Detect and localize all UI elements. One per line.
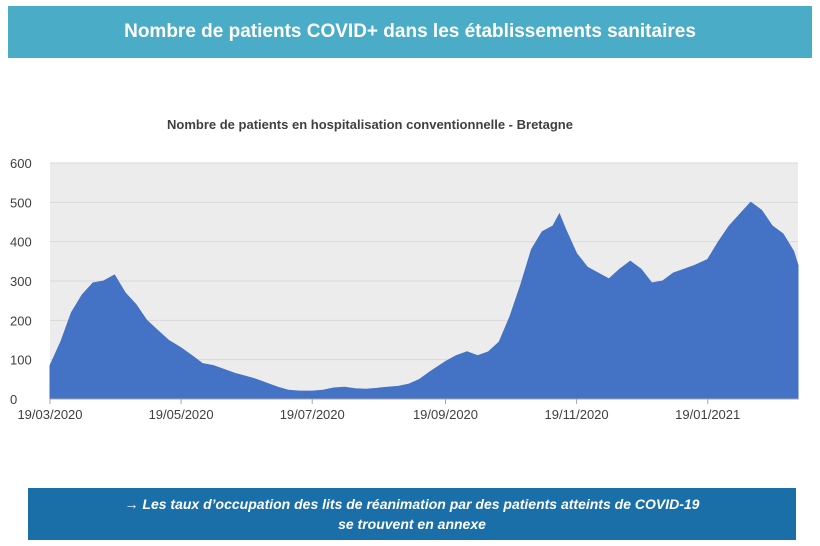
y-tick-label: 500 <box>10 195 32 210</box>
annex-note-banner: → Les taux d’occupation des lits de réan… <box>28 488 796 540</box>
x-tick-label: 19/01/2021 <box>675 407 740 422</box>
page-header-banner: Nombre de patients COVID+ dans les établ… <box>8 6 812 58</box>
page-title: Nombre de patients COVID+ dans les établ… <box>124 21 696 42</box>
y-tick-label: 100 <box>10 353 32 368</box>
annex-note-line-1: → Les taux d’occupation des lits de réan… <box>124 496 700 512</box>
chart-title: Nombre de patients en hospitalisation co… <box>167 117 573 132</box>
y-tick-label: 400 <box>10 235 32 250</box>
y-tick-label: 0 <box>10 392 17 407</box>
x-tick-label: 19/07/2020 <box>280 407 345 422</box>
x-tick-label: 19/11/2020 <box>545 407 609 422</box>
y-tick-label: 600 <box>10 156 32 171</box>
annex-note-line-2: se trouvent en annexe <box>338 516 486 532</box>
x-tick-label: 19/09/2020 <box>413 407 478 422</box>
y-tick-label: 300 <box>10 274 32 289</box>
x-tick-label: 19/05/2020 <box>149 407 214 422</box>
x-tick-label: 19/03/2020 <box>17 407 82 422</box>
series-area <box>49 201 799 400</box>
area-chart: 0 100 200 300 400 500 600 19/03/2020 19/05/2020 1… <box>10 156 799 422</box>
y-tick-label: 200 <box>10 313 32 328</box>
